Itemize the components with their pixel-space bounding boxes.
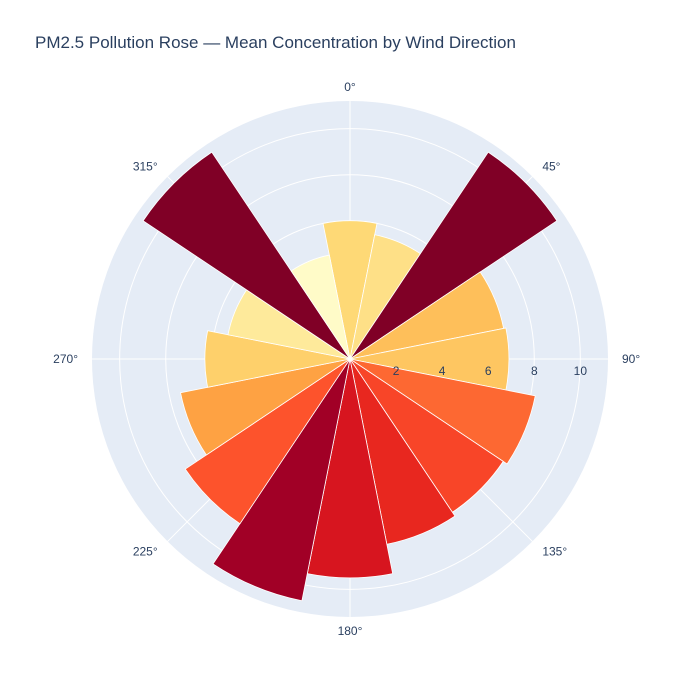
polar-labels: 2 4 6 8 10 0° 45° 90° 135° 180° 225° 270° 315° [53,80,640,638]
radial-tick-label: 6 [485,364,492,378]
angular-tick-label: 225° [133,544,158,558]
radial-tick-label: 4 [439,364,446,378]
chart-title: PM2.5 Pollution Rose — Mean Concentratio… [35,33,516,52]
angular-tick-label: 0° [344,80,356,94]
angular-tick-label: 135° [542,544,567,558]
angular-tick-label: 315° [133,160,158,174]
polar-bar [142,151,351,360]
angular-tick-label: 45° [542,160,560,174]
polar-bars [142,151,558,602]
polar-bar [212,358,351,602]
angular-tick-label: 90° [622,352,640,366]
polar-bar [180,358,351,456]
polar-bar [184,358,351,525]
polar-bar [290,254,351,360]
radial-tick-label: 2 [393,364,400,378]
radial-tick-label: 8 [531,364,538,378]
angular-tick-label: 270° [53,352,78,366]
polar-bar [322,220,378,360]
angular-tick-label: 180° [338,624,363,638]
radial-tick-label: 10 [574,364,588,378]
polar-bar [349,358,536,465]
polar-bar [349,151,558,360]
polar-bar [204,330,351,388]
